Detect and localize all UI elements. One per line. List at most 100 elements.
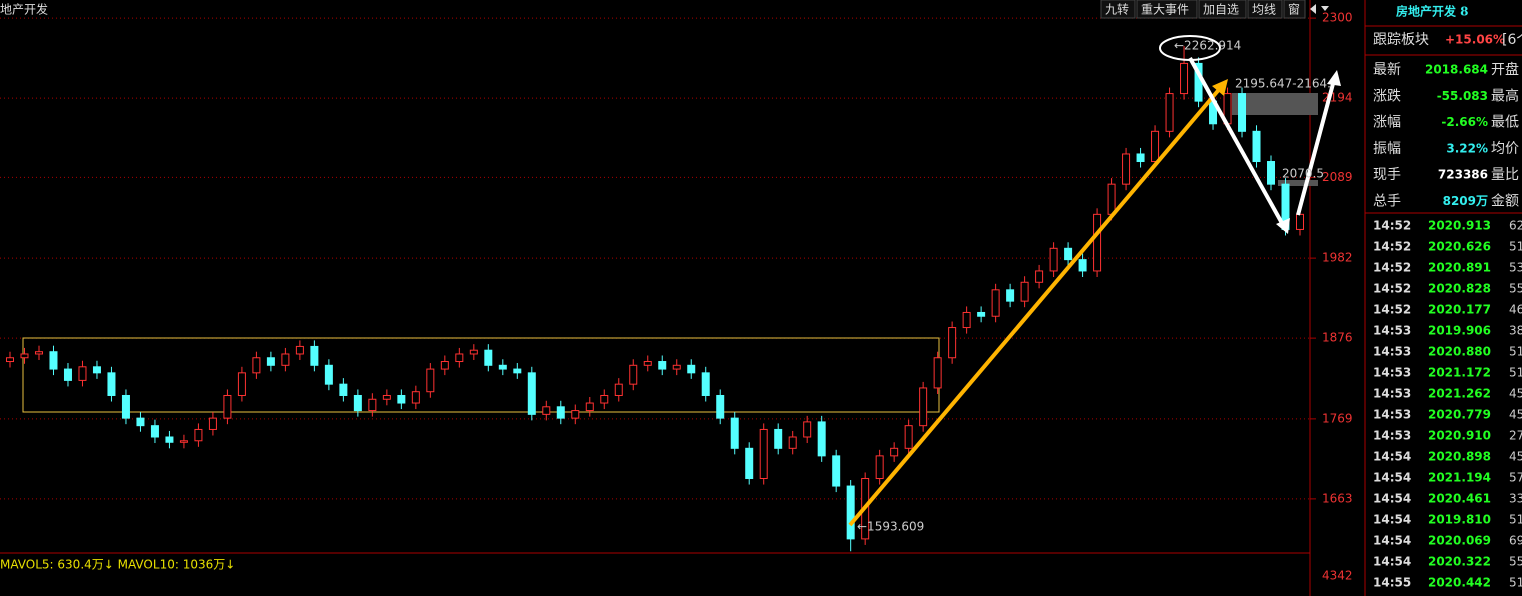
candle-body — [1252, 130, 1261, 163]
tick-price: 2020.779 — [1428, 408, 1491, 422]
stat-label: 涨跌 — [1373, 88, 1401, 104]
candle-body — [788, 436, 797, 449]
tick-volume: 57 — [1509, 471, 1522, 485]
tick-price: 2020.898 — [1428, 450, 1491, 464]
candle-body — [745, 447, 754, 480]
annotation: ←1593.609 — [857, 520, 924, 534]
tick-time: 14:54 — [1373, 471, 1411, 485]
candle-body — [194, 428, 203, 442]
tick-price: 2020.322 — [1428, 555, 1491, 569]
toolbar-button[interactable] — [1136, 0, 1198, 19]
candle-body — [1296, 213, 1304, 230]
tick-time: 14:54 — [1373, 492, 1411, 506]
candle-body — [426, 368, 435, 393]
candle-body — [991, 289, 1000, 317]
candle-body — [687, 364, 696, 374]
stat-next: 金额 — [1491, 194, 1519, 210]
candle-body — [1035, 270, 1044, 283]
candle-body — [179, 440, 188, 443]
stat-value: -55.083 — [1437, 89, 1488, 103]
tick-time: 14:54 — [1373, 450, 1411, 464]
candle-body — [121, 394, 130, 419]
stat-value: 723386 — [1438, 168, 1488, 182]
toolbar-button[interactable] — [1198, 0, 1247, 19]
candle-body — [440, 361, 449, 370]
tick-volume: 33 — [1509, 492, 1522, 506]
candle-body — [948, 327, 957, 359]
candle-body — [310, 345, 319, 366]
stat-value: 3.22% — [1446, 141, 1488, 155]
toolbar-arrow[interactable] — [1310, 4, 1316, 14]
track-label: 跟踪板块 — [1373, 32, 1429, 48]
candle-body — [1136, 153, 1145, 163]
candle-body — [237, 372, 246, 396]
toolbar-label: 重大事件 — [1141, 3, 1189, 17]
candle-body — [962, 311, 971, 329]
tick-time: 14:52 — [1373, 282, 1411, 296]
candle-body — [774, 428, 783, 449]
candle-body — [890, 447, 899, 457]
y-tick-label: 1982 — [1322, 251, 1353, 265]
candle-body — [266, 357, 275, 366]
y-tick-label: 2300 — [1322, 11, 1353, 25]
arrow-head — [1212, 79, 1228, 96]
candle-body — [484, 349, 493, 366]
candle-body — [397, 394, 406, 404]
candle-body — [339, 383, 348, 396]
annotation: 2195.647-2164. — [1235, 77, 1331, 91]
candle-body — [556, 406, 565, 419]
tick-time: 14:53 — [1373, 366, 1411, 380]
stat-next: 最低 — [1491, 115, 1519, 131]
panel-title: 房地产开发 8 — [1396, 4, 1469, 19]
tick-time: 14:53 — [1373, 324, 1411, 338]
candle-body — [1020, 281, 1029, 302]
toolbar-label: 窗 — [1288, 3, 1300, 17]
candle-body — [6, 357, 14, 363]
candle-body — [919, 387, 928, 427]
gap-zone — [1278, 180, 1318, 186]
candle-body — [1122, 153, 1131, 185]
candle-body — [672, 364, 681, 370]
tick-price: 2020.069 — [1428, 534, 1491, 548]
chart-title: 地产开发 — [0, 2, 48, 17]
toolbar-button[interactable] — [1100, 0, 1136, 19]
tick-volume: 55 — [1509, 282, 1522, 296]
y-tick-label: 2089 — [1322, 170, 1353, 184]
candle-body — [585, 402, 594, 412]
annotation: 2070.5 — [1282, 167, 1324, 181]
candle-body — [846, 485, 855, 540]
toolbar-button[interactable] — [1247, 0, 1283, 19]
tick-price: 2019.810 — [1428, 513, 1491, 527]
stat-next: 量比 — [1491, 167, 1519, 183]
candle-body — [716, 394, 725, 419]
y-tick-label: 1663 — [1322, 491, 1353, 505]
candle-body — [701, 372, 710, 396]
candle-body — [759, 428, 768, 480]
stat-value: 2018.684 — [1425, 63, 1488, 77]
candle-body — [63, 368, 72, 381]
candle-body — [136, 417, 145, 427]
candle-body — [353, 394, 362, 412]
stat-next: 开盘 — [1491, 61, 1519, 78]
candle-body — [1049, 247, 1058, 272]
toolbar-button[interactable] — [1283, 0, 1306, 19]
tick-volume: 62 — [1509, 219, 1522, 233]
tick-price: 2020.891 — [1428, 261, 1491, 275]
tick-volume: 53 — [1509, 261, 1522, 275]
tick-volume: 45 — [1509, 450, 1522, 464]
stat-next: 均价 — [1491, 141, 1519, 157]
tick-time: 14:53 — [1373, 345, 1411, 359]
candle-body — [643, 361, 652, 366]
candle-body — [324, 364, 333, 385]
candle-body — [107, 372, 116, 396]
toolbar-label: 均线 — [1252, 3, 1276, 17]
tick-volume: 46 — [1509, 303, 1522, 317]
candle-body — [252, 357, 261, 374]
y-tick-label: 1769 — [1322, 411, 1353, 425]
candle-body — [1078, 259, 1087, 272]
candle-body — [34, 351, 43, 355]
toolbar-arrow[interactable] — [1321, 6, 1329, 11]
candle-body — [1064, 247, 1073, 261]
trend-arrow — [848, 84, 1224, 527]
candle-body — [803, 421, 812, 438]
